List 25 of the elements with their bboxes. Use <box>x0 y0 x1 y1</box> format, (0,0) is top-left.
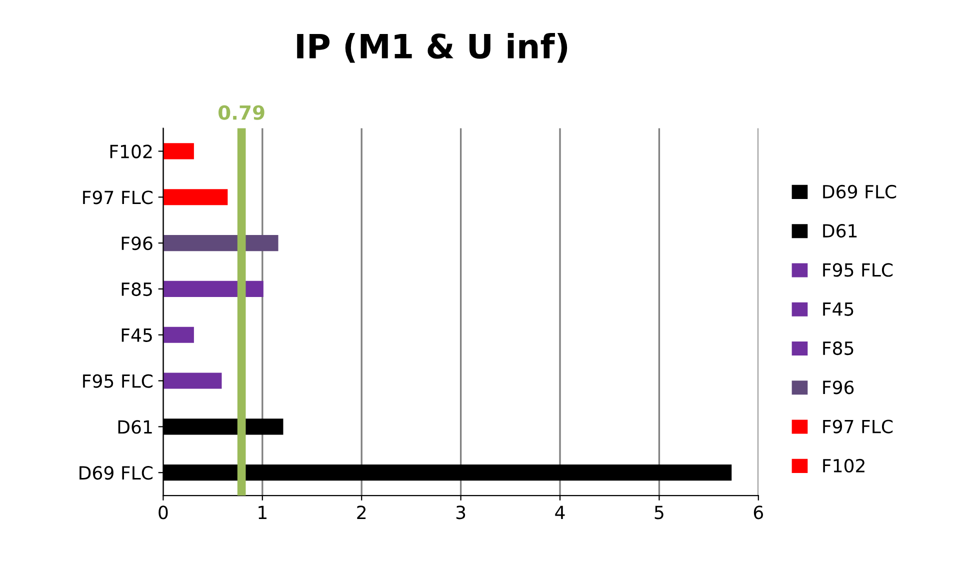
y-tick-label: D61 <box>118 420 152 434</box>
legend-label: F45 <box>823 302 854 316</box>
legend-label: F102 <box>823 458 864 472</box>
x-tick-label: 2 <box>357 506 366 519</box>
y-tick-label: D69 FLC <box>80 466 152 480</box>
y-tick-label: F96 <box>122 236 152 250</box>
ref-line-label: 0.79 <box>218 105 264 120</box>
y-tick-label: F45 <box>122 328 152 342</box>
x-tick-label: 3 <box>456 506 466 520</box>
x-tick-label: 4 <box>555 506 565 519</box>
legend-label: F85 <box>823 341 854 356</box>
chart-title: IP (M1 & U inf) <box>297 32 568 63</box>
x-tick-label: 5 <box>654 506 664 520</box>
legend-label: F96 <box>823 380 854 394</box>
x-tick-label: 0 <box>158 506 168 520</box>
x-tick-label: 6 <box>754 506 764 520</box>
y-tick-label: F97 FLC <box>83 190 152 204</box>
legend-label: D61 <box>823 224 857 238</box>
y-tick-label: F102 <box>110 144 152 158</box>
y-tick-label: F95 FLC <box>83 374 152 388</box>
legend-label: D69 FLC <box>823 184 896 199</box>
legend-label: F97 FLC <box>823 420 893 434</box>
y-tick-label: F85 <box>122 282 152 296</box>
legend-label: F95 FLC <box>823 263 893 277</box>
x-tick-label: 1 <box>258 506 266 519</box>
